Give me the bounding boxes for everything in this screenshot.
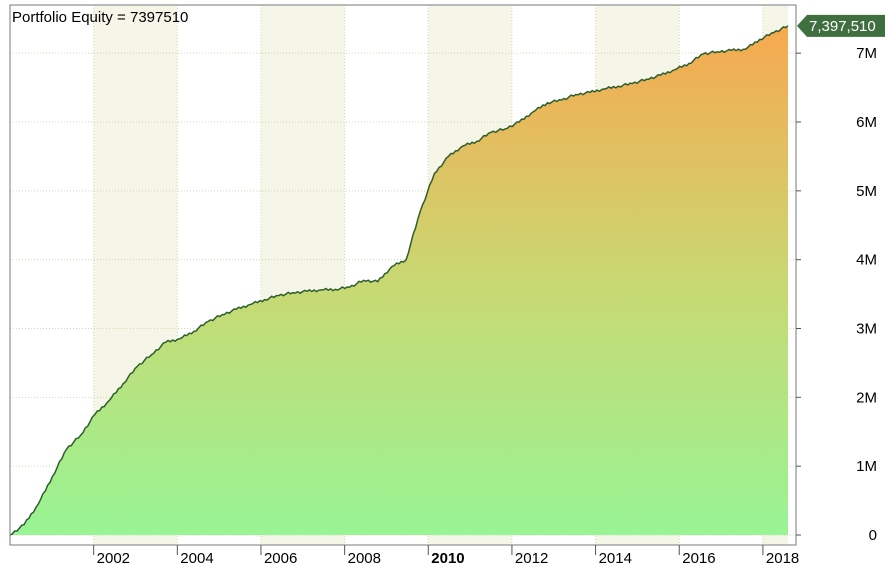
- y-tick-label: 1M: [856, 458, 877, 475]
- equity-area: [10, 25, 788, 536]
- x-tick-label: 2006: [264, 550, 297, 567]
- x-axis: 2002 2004 2006 2008 2010 2012 2014 2016 2018: [93, 545, 799, 567]
- chart-title: Portfolio Equity = 7397510: [12, 9, 188, 26]
- last-value-label: 7,397,510: [809, 18, 876, 35]
- x-tick-label: 2012: [515, 550, 548, 567]
- y-tick-label: 5M: [856, 183, 877, 200]
- y-tick-label: 7M: [856, 45, 877, 62]
- y-tick-label: 6M: [856, 114, 877, 131]
- x-tick-label: 2014: [599, 550, 632, 567]
- x-tick-label: 2018: [766, 550, 799, 567]
- plot-frame: [9, 4, 797, 546]
- last-value-marker: 7,397,510: [797, 14, 885, 37]
- y-tick-label: 4M: [856, 252, 877, 269]
- x-tick-label: 2002: [97, 550, 130, 567]
- y-axis: 0 1M 2M 3M 4M 5M 6M 7M: [796, 45, 877, 544]
- y-tick-label: 2M: [856, 389, 877, 406]
- x-tick-label: 2010: [431, 550, 464, 567]
- y-tick-label: 3M: [856, 321, 877, 338]
- x-tick-label: 2016: [682, 550, 715, 567]
- last-value-flag: [797, 14, 885, 37]
- y-tick-label: 0: [869, 527, 877, 544]
- equity-line: [9, 25, 789, 536]
- x-tick-label: 2004: [180, 550, 213, 567]
- x-tick-label: 2008: [348, 550, 381, 567]
